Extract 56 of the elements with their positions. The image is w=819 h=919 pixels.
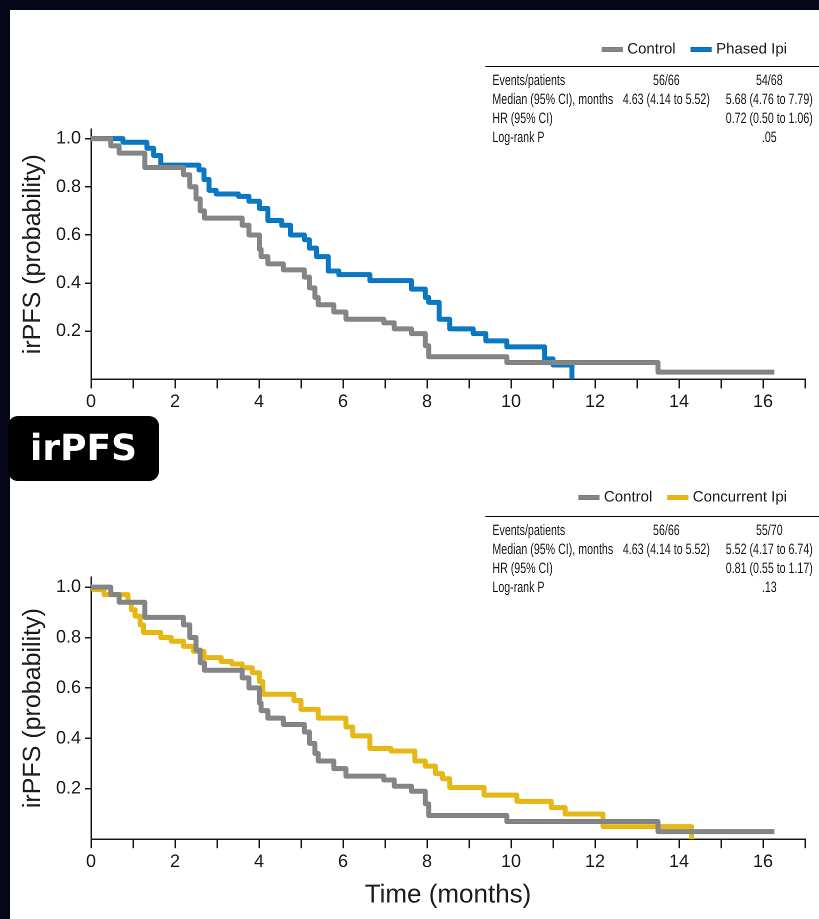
chart-title: irPFS (8, 416, 159, 481)
y-tick-label: 0.6 (56, 676, 82, 697)
y-tick-label: 0.2 (56, 778, 82, 798)
x-tick-label: 4 (254, 391, 264, 412)
text: 0.72 (0.50 to 1.06) (724, 109, 814, 128)
annotation: .13 (760, 578, 778, 597)
text: 0.81 (0.55 to 1.17) (724, 559, 814, 578)
x-tick-label: 6 (338, 850, 348, 871)
legend-label: Phased Ipi (716, 40, 788, 58)
annotation: Log-rank P (492, 128, 544, 147)
y-axis-title: irPFS (probability) (18, 608, 46, 808)
y-tick-label: 0.6 (56, 224, 82, 244)
annotation: .05 (760, 128, 778, 147)
x-tick-label: 2 (170, 391, 180, 412)
text: 55/70 (754, 521, 784, 540)
x-tick-label: 12 (584, 391, 606, 412)
x-tick-label: 6 (338, 391, 348, 412)
x-tick-label: 4 (254, 850, 264, 871)
y-tick-label: 0.4 (56, 272, 82, 292)
annotation: Log-rank P (492, 578, 544, 597)
text: 56/66 (652, 521, 681, 540)
text: 54/68 (754, 71, 784, 90)
x-tick-label: 8 (422, 391, 432, 412)
legend-label: Control (604, 488, 652, 506)
legend-label: Control (627, 40, 676, 58)
x-tick-label: 8 (422, 850, 432, 871)
x-tick-label: 12 (584, 850, 606, 871)
text: Median (95% CI), months (492, 90, 614, 109)
x-tick-label: 16 (752, 391, 774, 412)
text: Events/patients (492, 521, 566, 540)
text: 4.63 (4.14 to 5.52) (622, 90, 711, 109)
y-tick-label: 0.8 (56, 626, 82, 646)
y-tick-label: 1.0 (56, 128, 82, 148)
text: 5.52 (4.17 to 6.74) (724, 540, 814, 559)
x-tick-label: 0 (86, 391, 96, 412)
legend-label: Concurrent Ipi (692, 488, 788, 506)
x-axis-title: Time (months) (364, 878, 532, 909)
text: HR (95% CI) (492, 559, 553, 578)
text: Median (95% CI), months (492, 540, 614, 559)
text: 4.63 (4.14 to 5.52) (622, 540, 711, 559)
x-tick-label: 16 (752, 850, 774, 871)
x-tick-label: 0 (86, 850, 96, 871)
text: 5.68 (4.76 to 7.79) (724, 90, 814, 109)
x-tick-label: 14 (668, 850, 690, 871)
y-tick-label: 0.2 (56, 320, 82, 340)
text: 56/66 (652, 71, 681, 90)
y-tick-label: 0.4 (56, 727, 82, 748)
text: Events/patients (492, 71, 566, 90)
x-tick-label: 10 (500, 391, 522, 412)
y-tick-label: 0.8 (56, 176, 82, 196)
y-tick-label: 1.0 (56, 576, 82, 596)
text: HR (95% CI) (492, 109, 553, 128)
x-tick-label: 2 (170, 850, 180, 871)
x-tick-label: 14 (668, 391, 690, 412)
y-axis-title: irPFS (probability) (18, 154, 46, 354)
x-tick-label: 10 (500, 850, 522, 871)
